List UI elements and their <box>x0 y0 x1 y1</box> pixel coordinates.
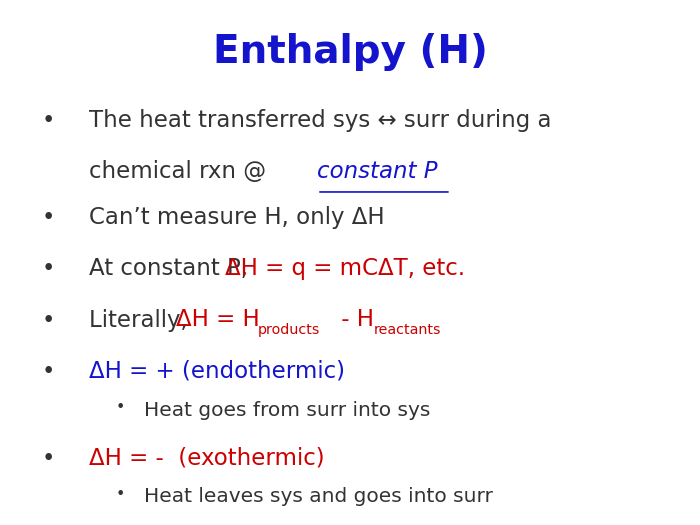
Text: constant P: constant P <box>317 160 438 183</box>
Text: •: • <box>41 206 55 229</box>
Text: •: • <box>41 446 55 469</box>
Text: •: • <box>116 487 125 502</box>
Text: •: • <box>41 309 55 331</box>
Text: products: products <box>258 323 320 337</box>
Text: chemical rxn @: chemical rxn @ <box>90 160 274 183</box>
Text: •: • <box>41 109 55 132</box>
Text: The heat transferred sys ↔ surr during a: The heat transferred sys ↔ surr during a <box>90 109 552 132</box>
Text: Can’t measure H, only ΔH: Can’t measure H, only ΔH <box>90 206 385 229</box>
Text: •: • <box>116 401 125 415</box>
Text: - H: - H <box>334 309 374 331</box>
Text: Heat goes from surr into sys: Heat goes from surr into sys <box>144 401 430 419</box>
Text: •: • <box>41 360 55 383</box>
Text: ΔH = q = mCΔT, etc.: ΔH = q = mCΔT, etc. <box>225 257 466 280</box>
Text: Enthalpy (H): Enthalpy (H) <box>213 33 487 70</box>
Text: ΔH = H: ΔH = H <box>176 309 260 331</box>
Text: ΔH = -  (exothermic): ΔH = - (exothermic) <box>90 446 325 469</box>
Text: Literally,: Literally, <box>90 309 195 331</box>
Text: Heat leaves sys and goes into surr: Heat leaves sys and goes into surr <box>144 487 493 507</box>
Text: ΔH = + (endothermic): ΔH = + (endothermic) <box>90 360 345 383</box>
Text: reactants: reactants <box>373 323 441 337</box>
Text: •: • <box>41 257 55 280</box>
Text: At constant P,: At constant P, <box>90 257 256 280</box>
